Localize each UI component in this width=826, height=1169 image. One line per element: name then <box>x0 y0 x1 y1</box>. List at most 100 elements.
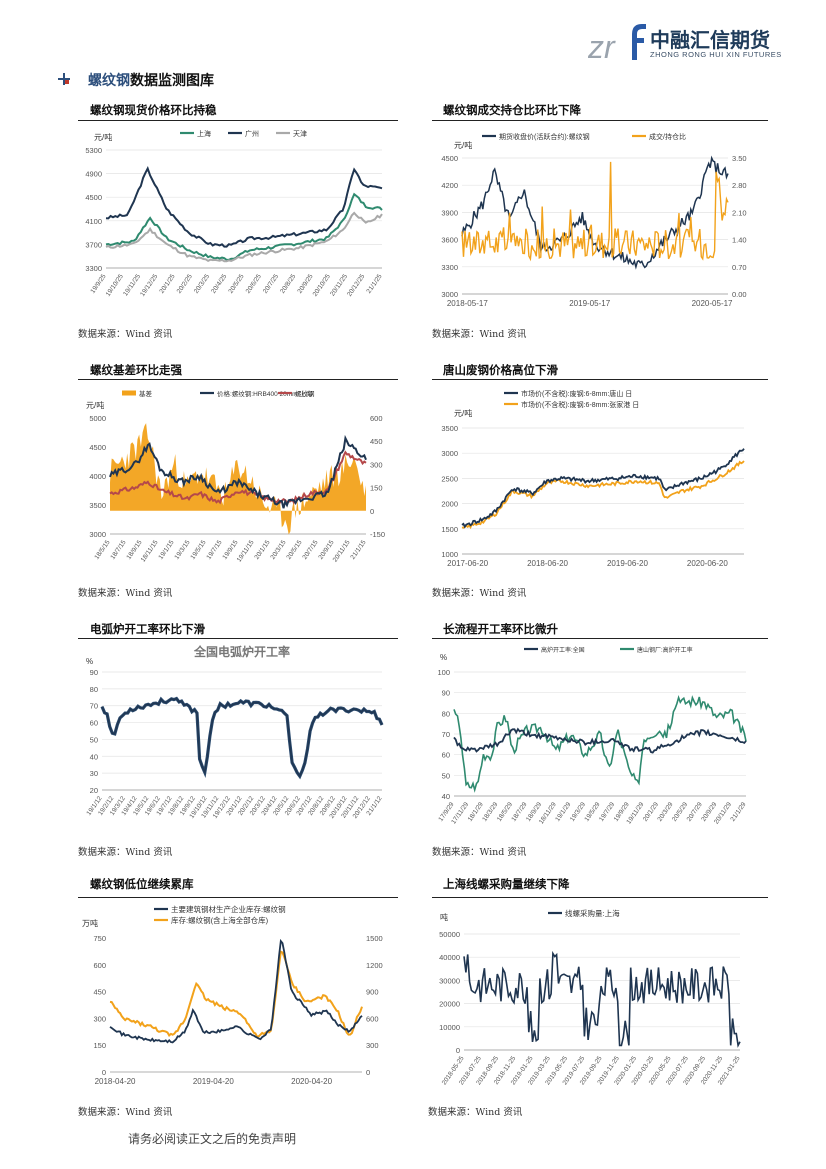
legend-label: 天津 <box>293 130 307 138</box>
x-tick-label: 21/1/25 <box>365 273 383 295</box>
series-line <box>105 211 383 263</box>
x-tick-label: 20/7/25 <box>262 273 280 295</box>
chart-basis: 3000 3500 4000 4500 5000 -150 0 150 300 450 600 元/吨… <box>86 389 385 563</box>
series-line <box>109 450 367 505</box>
y-tick-label: 4000 <box>89 472 106 481</box>
x-tick-label: 2020-05-17 <box>692 299 733 308</box>
brand-mark-icon: zr <box>588 24 646 64</box>
basis-area <box>110 423 366 535</box>
y-tick-label: 3000 <box>89 530 106 539</box>
axis-unit: 万吨 <box>82 918 98 928</box>
source-note: 数据来源：Wind 资讯 <box>78 329 173 340</box>
y-tick-label: 3000 <box>441 290 458 299</box>
legend-label: 基差 <box>139 389 153 398</box>
y-tick-label: 50 <box>90 735 98 744</box>
source-note: 数据来源：Wind 资讯 <box>428 1107 523 1118</box>
y-tick-label: 2500 <box>441 474 458 483</box>
divider <box>432 120 768 121</box>
y-tick-label: 1500 <box>441 525 458 534</box>
panel-title: 螺纹钢成交持仓比环比下降 <box>443 103 581 117</box>
svg-text:zr: zr <box>588 29 616 64</box>
y-tick-label: 450 <box>93 988 106 997</box>
x-tick-label: 2019-05-17 <box>569 299 610 308</box>
divider <box>78 379 398 380</box>
y2-tick-label: 2.80 <box>732 181 747 190</box>
axis-unit: % <box>86 657 93 666</box>
x-tick-label: 21/1/29 <box>729 801 747 823</box>
y-tick-label: 4500 <box>441 154 458 163</box>
y-tick-label: 2000 <box>441 500 458 509</box>
chart-volume-oi-ratio: 3000 3300 3600 3900 4200 4500 0.00 0.70 1.40 2.10… <box>441 132 747 308</box>
legend-label: 上海 <box>197 129 211 138</box>
y2-tick-label: 0 <box>370 507 374 516</box>
y-tick-label: 4500 <box>89 443 106 452</box>
series-line <box>453 694 747 793</box>
legend-label: 成交/持仓比 <box>649 132 686 141</box>
y-tick-label: 150 <box>93 1041 106 1050</box>
series-line <box>453 727 747 754</box>
chart-scrap-price: 1000 1500 2000 2500 3000 3500 元/吨 2017-06-20 201… <box>441 389 745 568</box>
divider <box>432 897 768 898</box>
y2-tick-label: 150 <box>370 484 383 493</box>
x-tick-label: 20/1/25 <box>158 273 176 295</box>
source-note: 数据来源：Wind 资讯 <box>78 847 173 858</box>
x-tick-label: 19/12/25 <box>139 273 159 298</box>
y-tick-label: 70 <box>442 730 450 739</box>
series-line <box>461 155 729 270</box>
axis-unit: 元/吨 <box>94 132 112 142</box>
y-tick-label: 5000 <box>89 414 106 423</box>
source-note: 数据来源：Wind 资讯 <box>432 847 527 858</box>
y2-tick-label: 450 <box>370 437 383 446</box>
y-tick-label: 4100 <box>85 217 102 226</box>
x-tick-label: 2018-05-17 <box>447 299 488 308</box>
series-line <box>100 696 384 780</box>
axis-unit: 元/吨 <box>454 140 472 150</box>
y-tick-label: 20000 <box>439 1000 460 1009</box>
divider <box>432 638 768 639</box>
x-tick-label: 2020-04-20 <box>291 1077 332 1086</box>
y-tick-label: 0 <box>456 1046 460 1055</box>
x-tick-label: 20/12/25 <box>346 273 366 298</box>
divider <box>432 379 768 380</box>
y-tick-label: 3600 <box>441 236 458 245</box>
series-line <box>463 950 741 1048</box>
y-tick-label: 1000 <box>441 550 458 559</box>
y2-tick-label: 1.40 <box>732 236 747 245</box>
y-tick-label: 40 <box>442 792 450 801</box>
y-tick-label: 300 <box>93 1014 106 1023</box>
x-tick-label: 20/3/25 <box>193 273 211 295</box>
chart-eaf-utilization: 2030405060708090%19/1/1219/2/1219/3/1219… <box>85 644 384 820</box>
panel-title: 电弧炉开工率环比下滑 <box>90 622 205 636</box>
axis-unit: % <box>440 653 447 662</box>
y-tick-label: 3700 <box>85 240 102 249</box>
legend-label: 线螺采购量:上海 <box>565 908 620 918</box>
y2-tick-label: 0.70 <box>732 263 747 272</box>
y-tick-label: 3900 <box>441 208 458 217</box>
chart-title: 全国电弧炉开工率 <box>193 644 290 659</box>
y-tick-label: 4900 <box>85 170 102 179</box>
y-tick-label: 20 <box>90 786 98 795</box>
y2-tick-label: 0.00 <box>732 290 747 299</box>
section-title-rest: 数据监测图库 <box>130 73 214 89</box>
y2-tick-label: 300 <box>366 1041 379 1050</box>
legend-label: 螺纹钢 <box>295 389 315 398</box>
disclaimer-footer: 请务必阅读正文之后的免责声明 <box>128 1132 297 1146</box>
series-line <box>105 192 383 261</box>
y2-tick-label: 300 <box>370 460 383 469</box>
y-tick-label: 3500 <box>441 424 458 433</box>
y-tick-label: 30 <box>90 769 98 778</box>
legend-label: 市场价(不含税):废钢:6-8mm:唐山 日 <box>521 389 632 398</box>
plus-bullet-icon <box>58 73 70 85</box>
y-tick-label: 4500 <box>85 193 102 202</box>
y2-tick-label: 3.50 <box>732 154 747 163</box>
series-line <box>105 165 383 248</box>
source-note: 数据来源：Wind 资讯 <box>78 588 173 599</box>
series-line <box>461 448 745 529</box>
y-tick-label: 40 <box>90 752 98 761</box>
divider <box>78 638 398 639</box>
y-tick-label: 80 <box>90 685 98 694</box>
legend-label: 期货收盘价(活跃合约):螺纹钢 <box>499 132 590 141</box>
legend-label: 库存:螺纹钢(含上海全部仓库) <box>171 915 269 925</box>
panel-title: 唐山废钢价格高位下滑 <box>443 363 558 377</box>
x-tick-label: 20/4/25 <box>210 273 228 295</box>
